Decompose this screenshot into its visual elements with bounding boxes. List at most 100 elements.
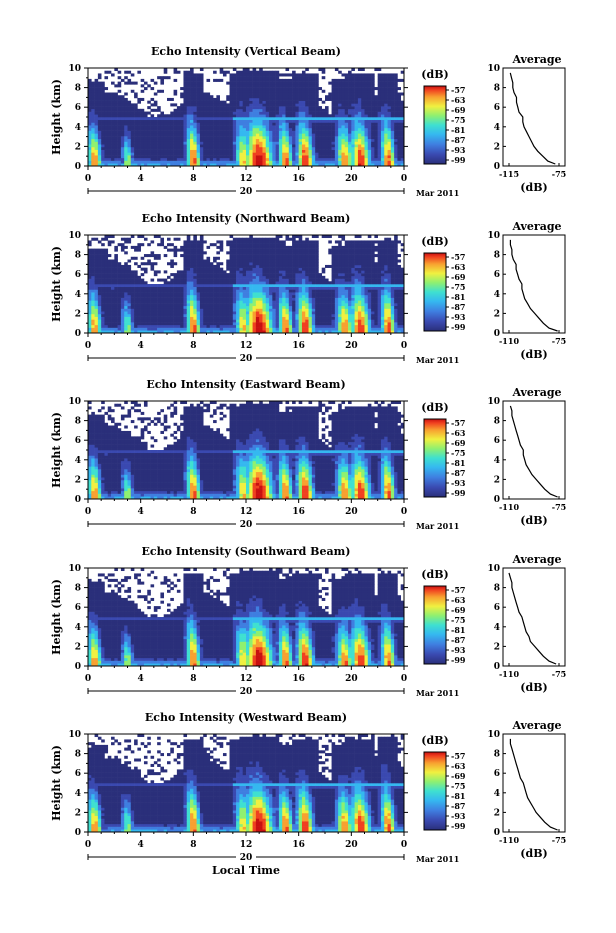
heatmap-cell (167, 158, 171, 161)
heatmap-cell (197, 76, 201, 79)
heatmap-cell (368, 84, 372, 87)
heatmap-cell (259, 298, 263, 301)
heatmap-cell (269, 139, 273, 142)
heatmap-cell (391, 161, 395, 164)
heatmap-cell (282, 268, 286, 271)
heatmap-cell (272, 76, 276, 79)
heatmap-cell (302, 152, 306, 155)
heatmap-cell (207, 303, 211, 306)
heatmap-cell (243, 322, 247, 325)
heatmap-cell (154, 128, 158, 131)
heatmap-cell (121, 303, 125, 306)
heatmap-cell (200, 270, 204, 273)
heatmap-cell (341, 158, 345, 161)
avg-y-tick-label: 8 (494, 84, 500, 94)
heatmap-cell (226, 155, 230, 158)
heatmap-cell (157, 325, 161, 328)
heatmap-cell (309, 152, 313, 155)
heatmap-cell (276, 84, 280, 87)
heatmap-cell (292, 319, 296, 322)
heatmap-cell (289, 84, 293, 87)
heatmap-cell (200, 317, 204, 320)
heatmap-cell (174, 287, 178, 290)
heatmap-cell (98, 311, 102, 314)
heatmap-cell (338, 150, 342, 153)
heatmap-cell (141, 142, 145, 145)
heatmap-cell (371, 76, 375, 79)
heatmap-cell (147, 284, 151, 287)
heatmap-cell (216, 114, 220, 117)
heatmap-cell (141, 120, 145, 123)
heatmap-cell (193, 122, 197, 125)
heatmap-cell (358, 155, 362, 158)
heatmap-cell (246, 262, 250, 265)
heatmap-cell (203, 309, 207, 312)
heatmap-cell (223, 142, 227, 145)
heatmap-cell (249, 311, 253, 314)
heatmap-cell (160, 328, 164, 331)
heatmap-cell (282, 317, 286, 320)
heatmap-cell (315, 109, 319, 112)
heatmap-cell (177, 270, 181, 273)
heatmap-cell (207, 139, 211, 142)
heatmap-cell (266, 147, 270, 150)
heatmap-cell (213, 265, 217, 268)
heatmap-cell (128, 306, 132, 309)
heatmap-cell (210, 158, 214, 161)
heatmap-cell (302, 147, 306, 150)
heatmap-cell (391, 152, 395, 155)
heatmap-cell (157, 311, 161, 314)
heatmap-cell (282, 139, 286, 142)
heatmap-cell (91, 314, 95, 317)
heatmap-cell (141, 158, 145, 161)
heatmap-cell (114, 319, 118, 322)
heatmap-cell (358, 93, 362, 96)
heatmap-cell (104, 287, 108, 290)
heatmap-cell (302, 133, 306, 136)
heatmap-cell (141, 289, 145, 292)
heatmap-cell (190, 152, 194, 155)
heatmap-cell (190, 136, 194, 139)
heatmap-cell (216, 150, 220, 153)
heatmap-cell (345, 161, 349, 164)
heatmap-cell (309, 155, 313, 158)
heatmap-cell (315, 87, 319, 90)
avg-x-tick-label: -115 (499, 169, 519, 179)
heatmap-cell (341, 114, 345, 117)
heatmap-cell (104, 273, 108, 276)
heatmap-cell (239, 158, 243, 161)
heatmap-cell (190, 84, 194, 87)
heatmap-cell (351, 125, 355, 128)
heatmap-cell (312, 147, 316, 150)
heatmap-cell (236, 276, 240, 279)
heatmap-cell (249, 306, 253, 309)
heatmap-cell (272, 268, 276, 271)
heatmap-cell (262, 281, 266, 284)
heatmap-cell (378, 125, 382, 128)
heatmap-cell (282, 155, 286, 158)
heatmap-cell (197, 155, 201, 158)
heatmap-cell (137, 300, 141, 303)
heatmap-cell (134, 246, 138, 249)
heatmap-cell (223, 106, 227, 109)
heatmap-cell (299, 82, 303, 85)
heatmap-cell (180, 273, 184, 276)
average-title: Average (511, 53, 561, 66)
heatmap-cell (361, 117, 365, 120)
heatmap-cell (368, 112, 372, 115)
heatmap-cell (200, 276, 204, 279)
heatmap-cell (338, 98, 342, 101)
heatmap-cell (200, 319, 204, 322)
heatmap-cell (309, 73, 313, 76)
heatmap-cell (174, 303, 178, 306)
heatmap-cell (233, 303, 237, 306)
heatmap-cell (95, 303, 99, 306)
heatmap-cell (101, 147, 105, 150)
heatmap-cell (88, 314, 92, 317)
heatmap-cell (170, 122, 174, 125)
heatmap-cell (200, 254, 204, 257)
heatmap-cell (180, 103, 184, 106)
heatmap-cell (114, 125, 118, 128)
heatmap-cell (180, 93, 184, 96)
heatmap-cell (108, 158, 112, 161)
